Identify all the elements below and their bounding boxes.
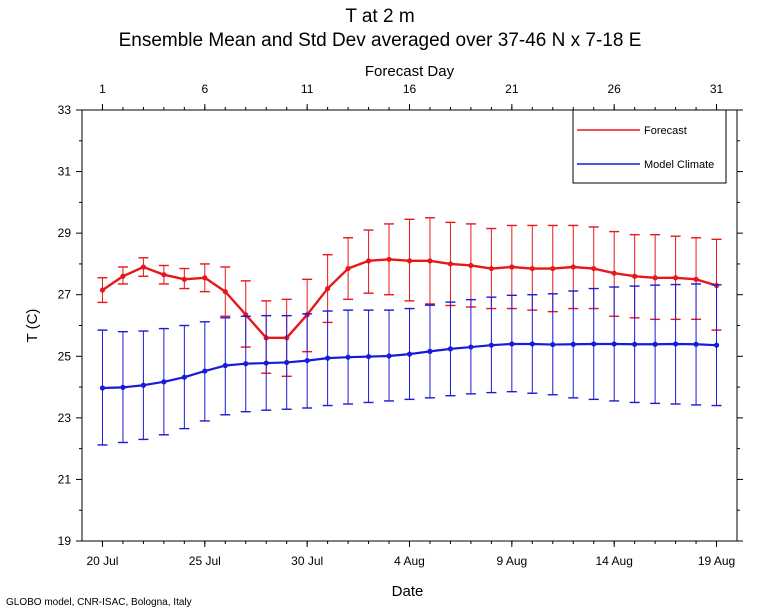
data-point [570, 341, 576, 347]
legend-label: Forecast [644, 125, 687, 137]
data-point [672, 275, 679, 281]
x-axis-label: Date [392, 583, 424, 600]
x-tick-label-date: 30 Jul [291, 554, 323, 568]
data-point [345, 265, 351, 272]
data-point [672, 341, 679, 347]
data-point [161, 272, 167, 278]
data-point [222, 362, 228, 369]
data-point [529, 341, 535, 347]
x-tick-label-date: 19 Aug [698, 554, 735, 568]
data-point [427, 348, 433, 354]
data-point [632, 341, 638, 347]
y-tick-label: 31 [58, 165, 72, 179]
chart-subtitle: Ensemble Mean and Std Dev averaged over … [118, 30, 642, 51]
data-point [713, 342, 720, 348]
data-point [693, 341, 699, 347]
data-point [652, 275, 658, 281]
data-point [570, 264, 576, 270]
y-tick-label: 25 [58, 349, 72, 363]
data-point [181, 374, 187, 380]
data-point [406, 351, 413, 357]
data-point [140, 382, 147, 388]
data-point [632, 273, 638, 279]
series-model-climate [97, 283, 722, 446]
data-point [243, 361, 249, 367]
data-point [468, 344, 474, 350]
y-tick-label: 21 [58, 472, 72, 486]
data-point [488, 342, 494, 348]
x-tick-label-forecast-day: 21 [505, 82, 519, 96]
data-point [509, 264, 515, 270]
data-point [181, 276, 187, 282]
data-point [488, 265, 494, 272]
x-tick-label-forecast-day: 31 [710, 82, 724, 96]
data-point [611, 341, 617, 347]
data-point [591, 265, 597, 272]
data-point [263, 360, 269, 366]
x-tick-label-date: 14 Aug [596, 554, 633, 568]
data-point [325, 355, 331, 361]
x-tick-label-forecast-day: 16 [403, 82, 417, 96]
data-point [447, 346, 454, 352]
credit-footnote: GLOBO model, CNR-ISAC, Bologna, Italy [6, 597, 192, 608]
data-point [325, 285, 331, 292]
y-tick-label: 19 [58, 534, 72, 548]
data-point [386, 256, 392, 262]
data-point [304, 357, 310, 364]
y-tick-label: 23 [58, 411, 72, 425]
x-tick-label-date: 4 Aug [394, 554, 425, 568]
data-point [365, 258, 372, 264]
data-point [202, 368, 208, 374]
y-tick-label: 29 [58, 226, 72, 240]
data-point [120, 384, 126, 390]
x-tick-label-forecast-day: 1 [99, 82, 106, 96]
data-point [140, 264, 147, 270]
data-point [284, 359, 290, 366]
data-point [120, 273, 126, 279]
x-tick-label-forecast-day: 26 [608, 82, 622, 96]
data-point [99, 385, 106, 391]
data-point [202, 275, 208, 281]
x-tick-label-date: 25 Jul [189, 554, 221, 568]
data-point [550, 341, 556, 348]
chart-title: T at 2 m [345, 6, 415, 27]
x-tick-label-date: 9 Aug [496, 554, 527, 568]
y-tick-label: 27 [58, 288, 72, 302]
data-point [427, 258, 433, 264]
legend-box [572, 109, 727, 184]
y-axis-label: T (C) [24, 309, 41, 343]
data-point [529, 265, 535, 272]
data-point [365, 353, 372, 360]
x-tick-label-date: 20 Jul [86, 554, 118, 568]
data-point [611, 270, 617, 276]
data-point [99, 287, 106, 293]
data-point [345, 354, 351, 360]
data-point [222, 289, 228, 295]
y-tick-label: 33 [58, 103, 72, 117]
data-point [406, 258, 413, 264]
data-point [652, 341, 658, 347]
data-point [550, 265, 556, 272]
data-point [509, 341, 515, 347]
data-point [161, 379, 167, 385]
x2-axis-label: Forecast Day [365, 63, 455, 80]
data-point [468, 262, 474, 269]
data-point [386, 353, 392, 359]
data-point [591, 341, 597, 347]
x-tick-label-forecast-day: 11 [301, 82, 314, 96]
legend-label: Model Climate [644, 159, 714, 171]
x-tick-label-forecast-day: 6 [201, 82, 208, 96]
data-point [447, 261, 454, 267]
data-point [693, 276, 699, 282]
